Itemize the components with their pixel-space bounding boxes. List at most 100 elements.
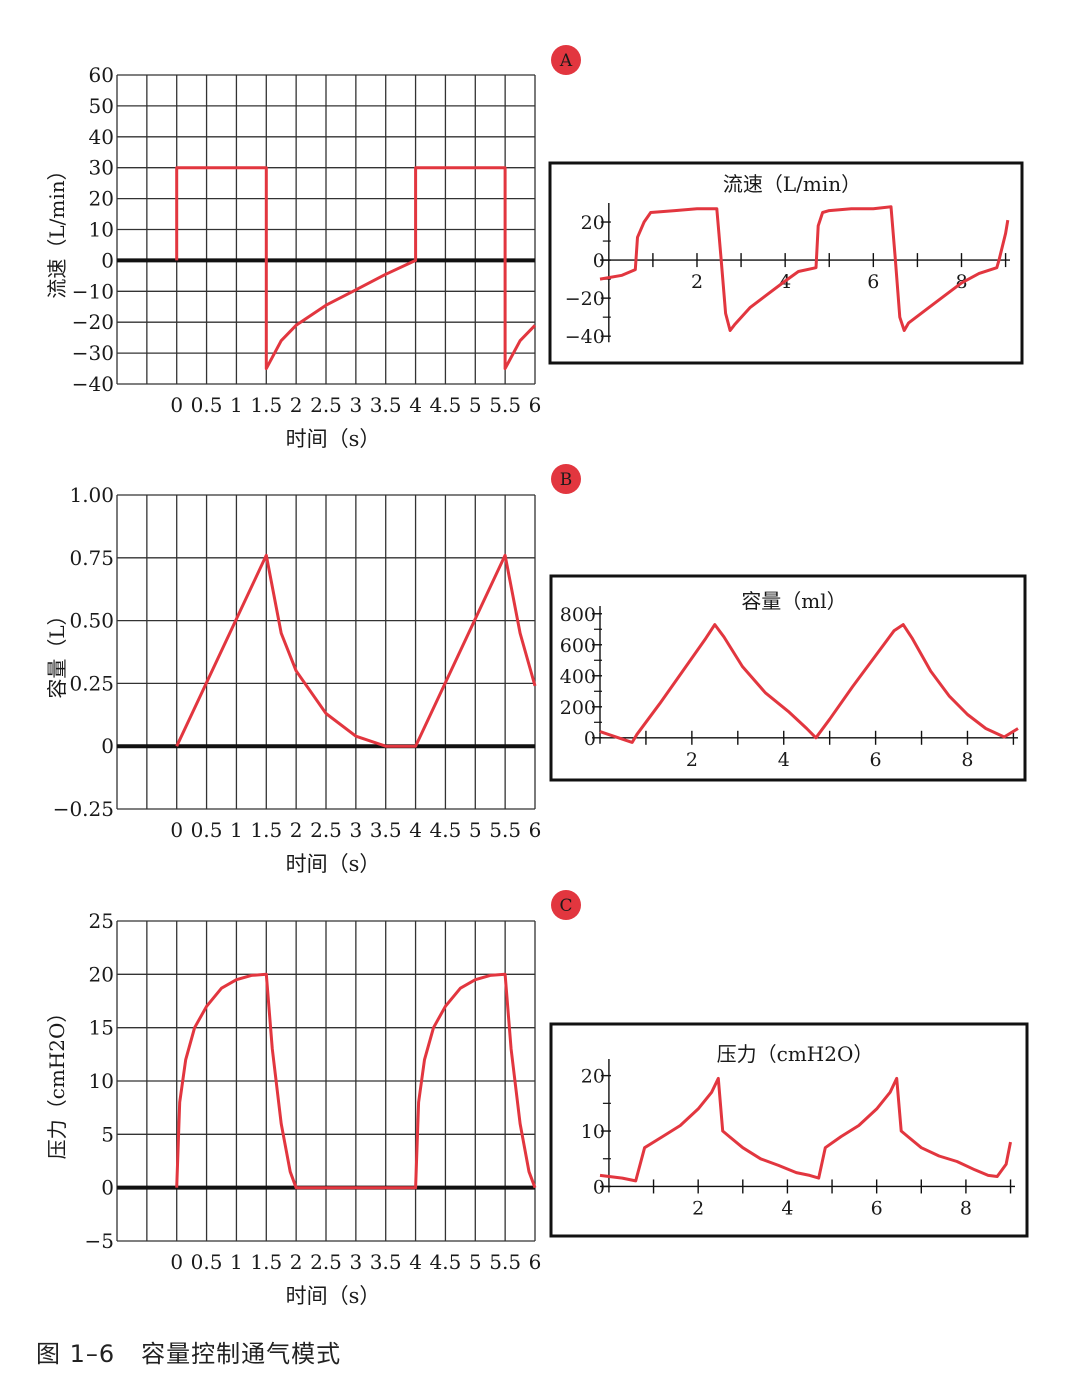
- x-tick-label: 1: [230, 1250, 243, 1274]
- data-series-line: [175, 553, 537, 748]
- x-tick-label: 5: [469, 818, 482, 842]
- y-tick-label: 15: [89, 1016, 114, 1040]
- data-series-line: [599, 623, 1019, 744]
- chart-frame: [549, 1022, 1029, 1238]
- x-tick-label: 2: [290, 818, 303, 842]
- y-tick-label: 20: [581, 1066, 605, 1088]
- x-tick-label: 5.5: [489, 818, 521, 842]
- chart-frame: [549, 574, 1027, 782]
- x-tick-label: 1.5: [250, 393, 282, 417]
- x-tick-label: 3: [349, 1250, 362, 1274]
- x-axis-label: 时间（s）: [286, 1284, 381, 1308]
- x-tick-label: 0.5: [191, 818, 223, 842]
- y-tick-label: 50: [89, 94, 114, 118]
- x-tick-label: 1: [230, 818, 243, 842]
- panel-badge-label: B: [560, 470, 573, 490]
- figure-title: 容量控制通气模式: [141, 1340, 342, 1368]
- x-tick-label: 5.5: [489, 393, 521, 417]
- y-tick-label: 200: [560, 697, 596, 719]
- x-tick-label: 6: [529, 818, 542, 842]
- y-tick-label: −5: [85, 1229, 114, 1253]
- x-tick-label: 1: [230, 393, 243, 417]
- x-tick-label: 8: [961, 749, 973, 771]
- x-axis-label: 时间（s）: [286, 427, 381, 451]
- y-tick-label: 10: [581, 1121, 605, 1143]
- panel-badge-label: A: [559, 51, 573, 71]
- x-tick-label: 3: [349, 393, 362, 417]
- panel-badge: [551, 890, 581, 920]
- y-tick-label: −30: [72, 341, 114, 365]
- volume-theory-chart: 1.00 0.75 0.50 0.25 0 −0.25 0 0.5 1 1.5 2 2.5 3 3.5 4 4…: [45, 464, 581, 876]
- x-tick-label: 0: [170, 1250, 183, 1274]
- y-axis-label: 压力（cmH2O）: [45, 1003, 69, 1160]
- y-tick-label: 0.50: [69, 609, 114, 633]
- data-series-line: [599, 205, 1010, 332]
- y-tick-label: 0: [593, 250, 605, 272]
- x-tick-label: 3: [349, 818, 362, 842]
- y-tick-label: 400: [560, 666, 596, 688]
- y-tick-label: 600: [560, 635, 596, 657]
- y-tick-label: 20: [581, 212, 605, 234]
- volume-measured-chart: 800 600 400 200 0 2 4 6 8 容量（ml）: [549, 574, 1027, 782]
- y-tick-label: −40: [565, 326, 605, 348]
- x-tick-label: 2: [290, 1250, 303, 1274]
- y-tick-label: 0: [584, 728, 596, 750]
- y-tick-label: 1.00: [69, 483, 114, 507]
- y-tick-label: 10: [89, 218, 114, 242]
- figure-number: 图 1–6: [36, 1340, 116, 1368]
- flow-measured-chart: 200−20−402 4 6 8流速（L/min）: [548, 161, 1024, 365]
- y-tick-label: 0: [593, 1176, 605, 1198]
- x-tick-label: 8: [960, 1197, 972, 1219]
- chart-frame: [548, 161, 1024, 365]
- chart-title: 压力（cmH2O）: [717, 1042, 874, 1066]
- pressure-theory-chart: 25 20 15 10 5 0 −5 0 0.5 1 1.5 2 2.5 3 3.5 4 4.5 5 5.5 6 时间（…: [45, 890, 581, 1308]
- x-tick-label: 2.5: [310, 1250, 342, 1274]
- x-tick-label: 2.5: [310, 818, 342, 842]
- x-tick-label: 4.5: [430, 1250, 462, 1274]
- y-tick-label: −20: [565, 288, 605, 310]
- x-tick-label: 0.5: [191, 1250, 223, 1274]
- x-tick-label: 1.5: [250, 1250, 282, 1274]
- y-tick-label: 20: [89, 187, 114, 211]
- y-tick-label: 25: [89, 909, 114, 933]
- x-tick-label: 5: [469, 1250, 482, 1274]
- y-tick-label: 40: [89, 125, 114, 149]
- y-tick-label: −0.25: [53, 797, 114, 821]
- chart-title: 流速（L/min）: [723, 172, 861, 196]
- x-tick-label: 2: [290, 393, 303, 417]
- x-tick-label: 3.5: [370, 1250, 402, 1274]
- x-tick-label: 0: [170, 393, 183, 417]
- x-tick-label: 1.5: [250, 818, 282, 842]
- x-tick-label: 0: [170, 818, 183, 842]
- y-tick-label: 20: [89, 962, 114, 986]
- y-tick-label: 60: [89, 63, 114, 87]
- x-tick-label: 4: [409, 393, 422, 417]
- y-tick-label: 0: [101, 734, 114, 758]
- data-series-line: [175, 166, 537, 371]
- y-axis-label: 容量（L）: [45, 605, 69, 698]
- panel-badge: [551, 464, 581, 494]
- y-tick-label: 0.75: [69, 546, 114, 570]
- x-tick-label: 5: [469, 393, 482, 417]
- x-tick-label: 6: [870, 749, 882, 771]
- y-axis-label: 流速（L/min）: [45, 160, 69, 298]
- x-tick-label: 4: [781, 1197, 793, 1219]
- panel-badge: [551, 45, 581, 75]
- y-tick-label: 800: [560, 604, 596, 626]
- flow-theory-chart: 60 50 40 30 20 10 0 −10 −20 −30 −40 0 0.5 1 1.5 2 2.5 3 3.…: [45, 45, 581, 451]
- y-tick-label: 0.25: [69, 671, 114, 695]
- y-tick-label: 0: [101, 248, 114, 272]
- panel-badge-label: C: [559, 896, 572, 916]
- x-tick-label: 4.5: [430, 818, 462, 842]
- x-tick-label: 4.5: [430, 393, 462, 417]
- y-tick-label: −20: [72, 310, 114, 334]
- data-series-line: [175, 972, 537, 1190]
- x-tick-label: 4: [409, 818, 422, 842]
- x-tick-label: 2: [686, 749, 698, 771]
- pressure-measured-chart: 20 10 0 2 4 6 8 压力（cmH2O）: [549, 1022, 1029, 1238]
- x-axis-label: 时间（s）: [286, 852, 381, 876]
- y-tick-label: 10: [89, 1069, 114, 1093]
- x-tick-label: 4: [778, 749, 790, 771]
- x-tick-label: 6: [529, 1250, 542, 1274]
